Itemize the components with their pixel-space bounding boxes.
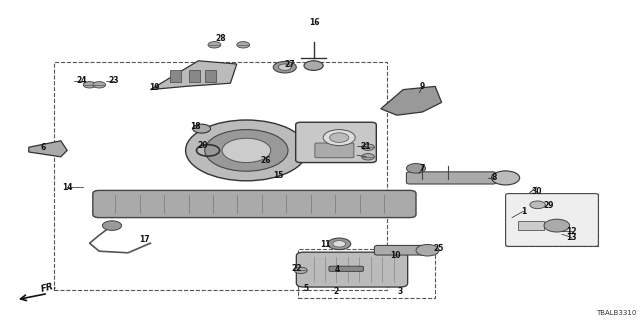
Bar	[205, 70, 216, 82]
Text: 15: 15	[273, 171, 284, 180]
Text: 16: 16	[310, 18, 320, 27]
Text: 19: 19	[150, 83, 160, 92]
Text: 20: 20	[197, 141, 207, 150]
Text: 1: 1	[521, 207, 526, 216]
Circle shape	[205, 130, 288, 171]
Text: 4: 4	[335, 265, 340, 274]
Circle shape	[193, 124, 211, 133]
Circle shape	[208, 42, 221, 48]
Bar	[189, 70, 200, 82]
Circle shape	[278, 64, 291, 70]
Circle shape	[530, 201, 545, 209]
Text: 24: 24	[77, 76, 87, 85]
Text: 25: 25	[433, 244, 444, 253]
Text: 13: 13	[566, 233, 577, 242]
Circle shape	[102, 221, 122, 230]
Text: 28: 28	[216, 34, 226, 43]
Circle shape	[186, 120, 307, 181]
Circle shape	[362, 154, 374, 160]
Text: 29: 29	[543, 201, 554, 210]
Text: 8: 8	[492, 173, 497, 182]
Circle shape	[304, 61, 323, 70]
Circle shape	[362, 144, 374, 150]
Text: 12: 12	[566, 227, 577, 236]
Text: 22: 22	[291, 264, 301, 273]
Text: 30: 30	[531, 187, 541, 196]
FancyBboxPatch shape	[406, 172, 496, 184]
FancyBboxPatch shape	[296, 252, 408, 287]
FancyBboxPatch shape	[296, 122, 376, 163]
Circle shape	[416, 244, 439, 256]
Circle shape	[222, 138, 271, 163]
Circle shape	[333, 241, 346, 247]
Circle shape	[237, 42, 250, 48]
Text: 18: 18	[191, 122, 201, 131]
PathPatch shape	[29, 141, 67, 157]
Circle shape	[328, 238, 351, 250]
Text: 26: 26	[260, 156, 271, 165]
Text: 3: 3	[397, 287, 403, 296]
FancyBboxPatch shape	[315, 143, 354, 158]
FancyBboxPatch shape	[374, 245, 432, 255]
Circle shape	[294, 267, 307, 274]
Text: 9: 9	[420, 82, 425, 91]
Text: 7: 7	[420, 164, 425, 172]
Text: 5: 5	[303, 284, 308, 293]
FancyBboxPatch shape	[93, 190, 416, 218]
PathPatch shape	[381, 86, 442, 115]
Text: FR.: FR.	[40, 281, 58, 294]
Bar	[518, 221, 544, 230]
Circle shape	[492, 171, 520, 185]
Circle shape	[330, 133, 349, 142]
Text: 11: 11	[320, 240, 330, 249]
FancyBboxPatch shape	[506, 194, 598, 246]
Text: 23: 23	[109, 76, 119, 85]
Text: 6: 6	[41, 143, 46, 152]
Text: 10: 10	[390, 252, 401, 260]
Circle shape	[273, 61, 296, 73]
Text: TBALB3310: TBALB3310	[596, 310, 637, 316]
FancyBboxPatch shape	[329, 266, 364, 271]
PathPatch shape	[150, 61, 237, 90]
Text: 17: 17	[139, 235, 149, 244]
Text: 14: 14	[62, 183, 72, 192]
Text: 21: 21	[361, 142, 371, 151]
Circle shape	[544, 219, 570, 232]
Bar	[170, 70, 181, 82]
Circle shape	[323, 130, 355, 146]
Circle shape	[83, 82, 96, 88]
Text: 27: 27	[284, 60, 294, 68]
Circle shape	[93, 82, 106, 88]
Circle shape	[406, 164, 426, 173]
Text: 2: 2	[333, 287, 339, 296]
